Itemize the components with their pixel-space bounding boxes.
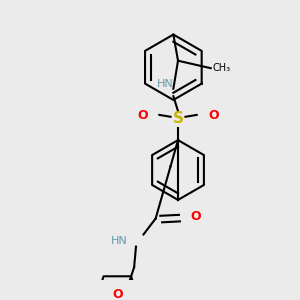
Text: O: O [137, 109, 148, 122]
Text: O: O [190, 210, 201, 223]
Text: S: S [172, 111, 184, 126]
Text: O: O [208, 109, 218, 122]
Text: O: O [112, 288, 123, 300]
Text: CH₃: CH₃ [213, 63, 231, 73]
Text: HN: HN [111, 236, 128, 246]
Text: HN: HN [157, 79, 173, 89]
